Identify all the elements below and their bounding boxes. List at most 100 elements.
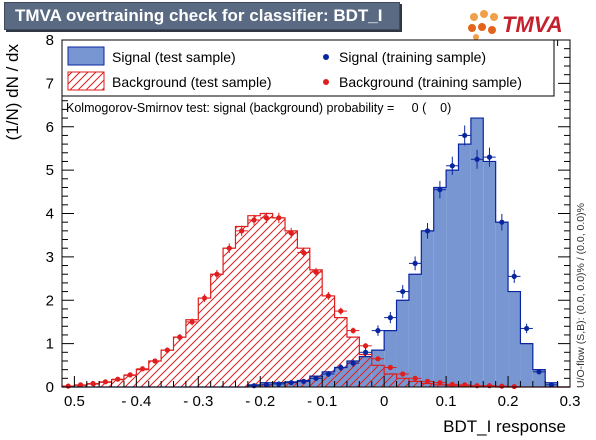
legend-signal-train-label: Signal (training sample) [339, 49, 486, 65]
signal-test-bar [458, 144, 471, 387]
background-training-point [486, 383, 493, 389]
background-training-point [313, 269, 319, 275]
signal-test-bar [532, 369, 546, 387]
signal-training-point [462, 132, 468, 139]
background-test-bar [285, 230, 298, 387]
signal-test-bar [520, 343, 533, 387]
background-training-point [301, 249, 307, 256]
title-bar: TMVA overtraining check for classifier: … [4, 2, 400, 30]
background-training-point [288, 230, 294, 236]
signal-test-bar [446, 170, 459, 387]
y-tick-label: 8 [46, 32, 54, 49]
background-training-point [239, 228, 245, 234]
background-test-bar [272, 217, 286, 387]
background-training-point [437, 380, 443, 386]
signal-training-point [536, 369, 542, 375]
background-test-bar [334, 317, 347, 387]
ks-test-label: Kolmogorov-Smirnov test: signal (backgro… [66, 101, 451, 115]
x-tick-label: 0.2 [498, 393, 519, 410]
signal-training-point [375, 328, 381, 334]
background-test-bar [322, 295, 335, 387]
signal-training-point [387, 315, 393, 321]
background-test-bar [198, 298, 211, 387]
background-test-bar [161, 350, 174, 387]
legend-signal-train-marker [323, 54, 329, 60]
background-training-point [189, 319, 195, 325]
background-test-bar [173, 337, 186, 387]
y-tick-label: 6 [46, 119, 54, 136]
signal-test-bar [384, 330, 397, 387]
background-test-bar [247, 215, 261, 387]
background-training-point [400, 371, 406, 377]
signal-training-point [511, 273, 517, 279]
legend-background-train-label: Background (training sample) [339, 74, 522, 90]
x-tick-label: 0.5 [64, 393, 85, 410]
background-training-point [65, 383, 71, 389]
signal-training-point [499, 219, 505, 225]
background-training-point [362, 343, 369, 349]
logo-dots-icon [468, 10, 498, 40]
background-test-bar [359, 354, 372, 387]
y-tick-label: 0 [46, 379, 54, 396]
legend-background-test-label: Background (test sample) [112, 74, 272, 90]
background-training-point [387, 364, 393, 371]
background-training-point [263, 215, 270, 221]
x-tick-label: 0.1 [436, 393, 457, 410]
x-tick-label: - 0.2 [245, 393, 275, 410]
signal-training-point [474, 156, 480, 162]
signal-training-point [251, 383, 257, 389]
signal-training-point [350, 360, 356, 366]
background-test-bar [111, 379, 124, 387]
x-tick-label: - 0.4 [121, 393, 151, 410]
background-test-bar [421, 383, 434, 387]
x-axis-title: BDT_I response [443, 417, 566, 436]
background-training-point [375, 356, 381, 362]
x-tick-label: 0 [380, 393, 388, 410]
signal-training-point [400, 288, 406, 295]
signal-test-bar [421, 230, 434, 387]
background-training-point [77, 382, 84, 388]
x-tick-label: 0.3 [560, 393, 581, 410]
y-tick-label: 1 [46, 336, 54, 353]
background-training-point [474, 383, 480, 389]
legend-signal-test-swatch [67, 46, 105, 66]
background-training-point [325, 293, 331, 299]
signal-training-point [362, 349, 369, 355]
background-test-bar [297, 248, 310, 387]
background-test-bar [99, 382, 112, 387]
background-training-point [139, 366, 146, 372]
tmva-logo: TMVA [466, 8, 576, 42]
signal-training-point [449, 163, 455, 169]
signal-test-bar [433, 187, 447, 387]
signal-test-bar [483, 161, 496, 387]
background-training-point [449, 381, 455, 387]
signal-training-point [424, 228, 431, 234]
signal-training-point [288, 380, 294, 386]
background-test-bar [185, 319, 199, 387]
background-training-point [412, 375, 418, 381]
logo-text: TMVA [502, 12, 563, 37]
background-training-point [90, 380, 96, 387]
background-test-bar [123, 375, 137, 387]
background-training-point [115, 376, 121, 382]
y-tick-label: 2 [46, 292, 54, 309]
signal-training-point [263, 382, 270, 388]
y-tick-label: 5 [46, 162, 54, 179]
signal-training-point [313, 375, 319, 381]
signal-test-bar [508, 291, 521, 387]
background-training-point [499, 383, 505, 389]
signal-test-bar [495, 222, 509, 387]
background-training-point [251, 217, 257, 223]
background-training-point [102, 379, 108, 385]
signal-training-point [437, 187, 443, 193]
background-training-point [201, 295, 208, 301]
legend-background-test-swatch [67, 71, 105, 91]
background-test-bar [371, 365, 385, 387]
background-test-bar [396, 378, 409, 387]
background-training-point [127, 372, 133, 378]
signal-training-point [338, 364, 344, 371]
background-test-bar [309, 269, 323, 387]
signal-training-point [276, 381, 282, 387]
